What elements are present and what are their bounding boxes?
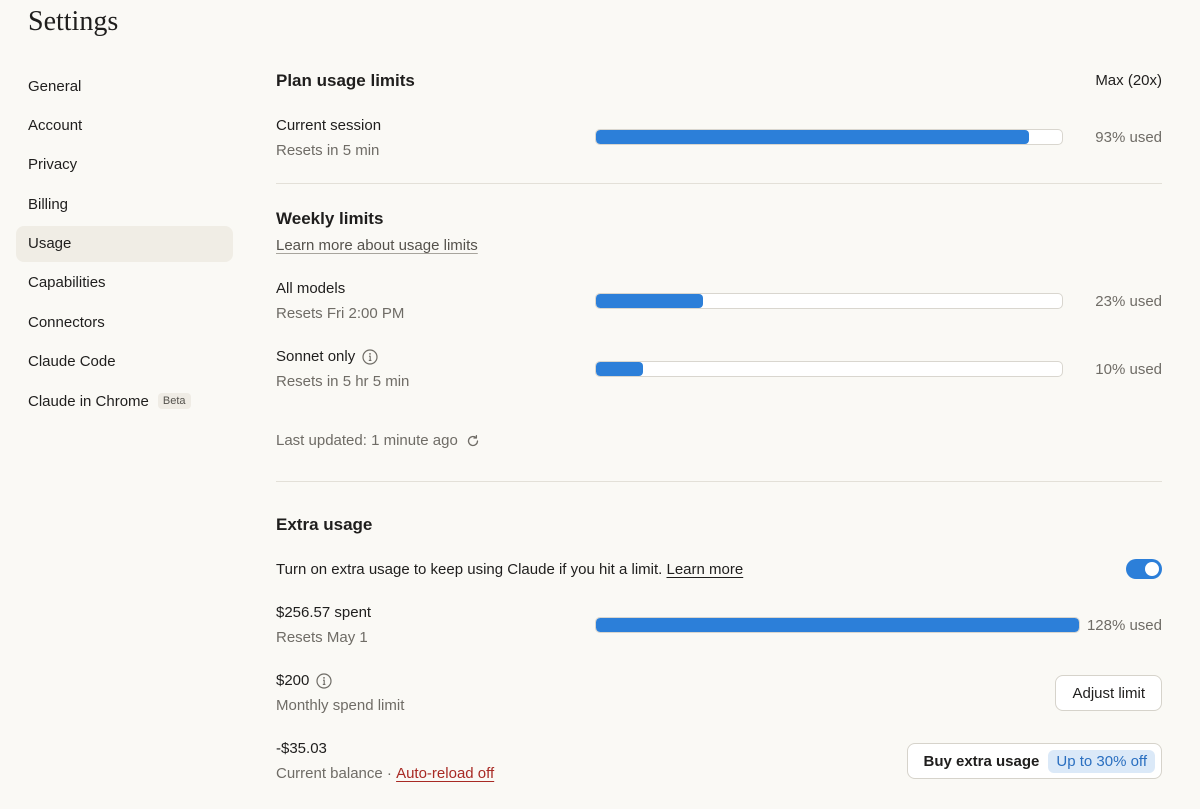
spend-limit-amount: $200 — [276, 672, 310, 689]
current-session-progress-fill — [596, 130, 1030, 144]
extra-usage-description: Turn on extra usage to keep using Claude… — [276, 561, 663, 578]
info-circle-icon[interactable] — [362, 348, 378, 365]
extra-spent-title: $256.57 spent — [276, 604, 372, 621]
sidebar-item-claude-code[interactable]: Claude Code — [16, 344, 233, 380]
balance-amount: -$35.03 — [276, 740, 327, 757]
plan-usage-heading: Plan usage limits — [276, 71, 415, 90]
buy-extra-usage-button[interactable]: Buy extra usage Up to 30% off — [907, 743, 1162, 779]
last-updated-text: Last updated: 1 minute ago — [276, 432, 458, 449]
extra-spent-progress-bar — [595, 617, 1080, 633]
current-session-progress-bar — [595, 129, 1063, 145]
extra-spent-progress-fill — [596, 618, 1079, 632]
all-models-reset: Resets Fri 2:00 PM — [276, 305, 405, 322]
sidebar-item-account[interactable]: Account — [16, 107, 233, 143]
current-session-percent: 93% used — [1095, 129, 1162, 146]
separator-dot: · — [382, 765, 397, 782]
section-divider — [276, 183, 1162, 184]
balance-row: Current balance · Auto-reload off — [276, 765, 494, 782]
buy-extra-usage-label: Buy extra usage — [923, 752, 1040, 770]
extra-usage-toggle[interactable] — [1126, 559, 1162, 579]
sonnet-only-row: Sonnet only — [276, 348, 378, 365]
extra-spent-reset: Resets May 1 — [276, 629, 368, 646]
sonnet-only-progress-bar — [595, 361, 1063, 377]
sidebar-item-billing[interactable]: Billing — [16, 186, 233, 222]
page-title: Settings — [28, 6, 119, 37]
sidebar-item-privacy[interactable]: Privacy — [16, 147, 233, 183]
discount-badge: Up to 30% off — [1048, 749, 1155, 773]
sonnet-only-percent: 10% used — [1095, 361, 1162, 378]
sidebar-item-label: Capabilities — [28, 274, 106, 292]
sidebar-item-label: Claude Code — [28, 353, 116, 371]
beta-badge: Beta — [157, 393, 191, 410]
settings-sidebar: General Account Privacy Billing Usage Ca… — [16, 68, 233, 423]
spend-limit-row: $200 — [276, 672, 332, 689]
sidebar-item-claude-in-chrome[interactable]: Claude in Chrome Beta — [16, 383, 233, 419]
balance-label: Current balance — [276, 765, 383, 782]
sidebar-item-label: Connectors — [28, 313, 105, 331]
adjust-limit-button[interactable]: Adjust limit — [1055, 675, 1162, 711]
info-circle-icon[interactable] — [316, 672, 332, 689]
sidebar-item-label: Claude in Chrome — [28, 392, 149, 410]
extra-usage-description-row: Turn on extra usage to keep using Claude… — [276, 561, 743, 578]
sonnet-only-reset: Resets in 5 hr 5 min — [276, 373, 410, 390]
extra-spent-percent: 128% used — [1086, 617, 1162, 634]
all-models-percent: 23% used — [1095, 293, 1162, 310]
sidebar-item-connectors[interactable]: Connectors — [16, 304, 233, 340]
weekly-limits-heading: Weekly limits — [276, 209, 384, 228]
sidebar-item-capabilities[interactable]: Capabilities — [16, 265, 233, 301]
extra-usage-heading: Extra usage — [276, 515, 373, 534]
section-divider — [276, 481, 1162, 482]
current-session-reset: Resets in 5 min — [276, 142, 380, 159]
sidebar-item-label: Billing — [28, 195, 69, 213]
auto-reload-link[interactable]: Auto-reload off — [396, 765, 495, 782]
sidebar-item-label: Account — [28, 116, 83, 134]
current-session-title: Current session — [276, 117, 382, 134]
sidebar-item-usage[interactable]: Usage — [16, 225, 233, 262]
sidebar-item-label: General — [28, 77, 82, 95]
sidebar-item-label: Usage — [28, 235, 72, 253]
last-updated-row: Last updated: 1 minute ago — [276, 432, 480, 449]
toggle-knob — [1145, 562, 1159, 576]
sidebar-item-label: Privacy — [28, 156, 78, 174]
spend-limit-label: Monthly spend limit — [276, 697, 405, 714]
sonnet-only-title: Sonnet only — [276, 348, 356, 365]
usage-limits-learn-more-link[interactable]: Learn more about usage limits — [276, 237, 478, 254]
all-models-progress-bar — [595, 293, 1063, 309]
extra-usage-learn-more-link[interactable]: Learn more — [666, 561, 744, 578]
adjust-limit-label: Adjust limit — [1072, 684, 1145, 702]
all-models-progress-fill — [596, 294, 704, 308]
all-models-title: All models — [276, 280, 346, 297]
sonnet-only-progress-fill — [596, 362, 643, 376]
sidebar-item-general[interactable]: General — [16, 68, 233, 104]
plan-name: Max (20x) — [1095, 72, 1162, 89]
refresh-icon[interactable] — [466, 434, 480, 448]
